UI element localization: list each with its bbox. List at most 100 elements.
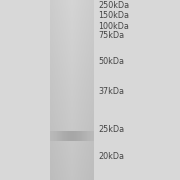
- Bar: [60, 3, 61, 4]
- Bar: [81, 131, 82, 141]
- Bar: [54, 137, 55, 141]
- Bar: [65, 26, 66, 27]
- Bar: [59, 138, 60, 141]
- Bar: [84, 138, 85, 141]
- Bar: [89, 134, 90, 141]
- Bar: [89, 87, 90, 89]
- Bar: [90, 31, 91, 33]
- Bar: [89, 30, 90, 32]
- Bar: [63, 140, 64, 141]
- Bar: [58, 76, 59, 78]
- Bar: [79, 174, 80, 176]
- Bar: [64, 137, 66, 141]
- Bar: [69, 108, 70, 109]
- Bar: [91, 150, 92, 152]
- Bar: [86, 138, 87, 141]
- Bar: [74, 137, 75, 141]
- Bar: [81, 177, 82, 179]
- Bar: [57, 6, 58, 8]
- Bar: [59, 137, 60, 141]
- Bar: [68, 76, 69, 78]
- Bar: [77, 28, 78, 30]
- Bar: [93, 24, 94, 26]
- Bar: [89, 159, 90, 161]
- Bar: [83, 22, 84, 24]
- Bar: [55, 44, 56, 45]
- Bar: [81, 93, 82, 94]
- Bar: [79, 0, 80, 1]
- Bar: [75, 134, 76, 141]
- Bar: [75, 108, 76, 109]
- Bar: [80, 165, 81, 166]
- Bar: [70, 132, 71, 141]
- Bar: [53, 86, 54, 87]
- Bar: [60, 138, 61, 141]
- Bar: [53, 138, 54, 141]
- Bar: [71, 50, 72, 51]
- Bar: [80, 80, 81, 81]
- Bar: [53, 132, 54, 141]
- Bar: [54, 131, 55, 141]
- Bar: [73, 10, 74, 12]
- Bar: [89, 63, 90, 64]
- Bar: [53, 107, 54, 108]
- Bar: [63, 30, 64, 32]
- Bar: [56, 8, 57, 9]
- Bar: [90, 27, 91, 28]
- Bar: [62, 139, 63, 141]
- Bar: [91, 62, 92, 63]
- Bar: [58, 134, 59, 141]
- Bar: [59, 136, 60, 141]
- Bar: [88, 132, 89, 141]
- Bar: [88, 138, 89, 141]
- Bar: [89, 26, 90, 27]
- Bar: [73, 140, 74, 141]
- Bar: [67, 171, 68, 172]
- Bar: [53, 51, 54, 53]
- Bar: [91, 1, 92, 3]
- Bar: [71, 132, 72, 141]
- Bar: [53, 143, 54, 144]
- Bar: [62, 19, 63, 21]
- Bar: [61, 133, 62, 141]
- Bar: [75, 111, 76, 112]
- Bar: [73, 139, 74, 141]
- Bar: [67, 174, 68, 176]
- Bar: [87, 136, 88, 141]
- Bar: [81, 136, 82, 141]
- Bar: [77, 55, 78, 57]
- Bar: [59, 73, 60, 75]
- Bar: [60, 134, 61, 141]
- Bar: [87, 158, 88, 159]
- Bar: [65, 19, 66, 21]
- Bar: [88, 134, 89, 141]
- Bar: [67, 120, 68, 122]
- Bar: [93, 143, 94, 144]
- Bar: [81, 168, 82, 170]
- Bar: [84, 131, 85, 141]
- Bar: [55, 134, 56, 141]
- Bar: [55, 176, 56, 177]
- Bar: [78, 40, 79, 42]
- Bar: [88, 136, 89, 141]
- Bar: [81, 140, 82, 141]
- Bar: [93, 133, 94, 141]
- Bar: [92, 57, 93, 58]
- Bar: [71, 66, 72, 68]
- Bar: [68, 8, 69, 9]
- Bar: [75, 136, 76, 141]
- Bar: [83, 132, 84, 141]
- Bar: [62, 138, 63, 141]
- Bar: [60, 116, 61, 117]
- Bar: [89, 138, 90, 140]
- Bar: [64, 126, 65, 127]
- Bar: [84, 10, 85, 12]
- Bar: [63, 138, 64, 141]
- Bar: [55, 68, 56, 69]
- Bar: [91, 170, 92, 171]
- Bar: [79, 46, 80, 48]
- Bar: [61, 134, 62, 141]
- Bar: [76, 139, 77, 141]
- Bar: [87, 17, 88, 18]
- Bar: [58, 71, 59, 72]
